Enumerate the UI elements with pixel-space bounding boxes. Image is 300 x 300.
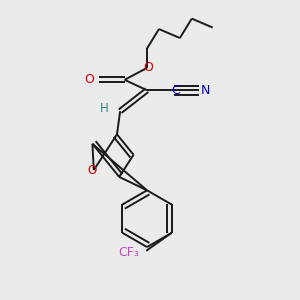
Text: O: O	[85, 73, 94, 86]
Text: C: C	[171, 84, 180, 97]
Text: CF₃: CF₃	[118, 246, 139, 259]
Text: N: N	[201, 84, 211, 97]
Text: O: O	[144, 61, 153, 74]
Text: H: H	[100, 102, 109, 115]
Text: O: O	[87, 164, 97, 177]
